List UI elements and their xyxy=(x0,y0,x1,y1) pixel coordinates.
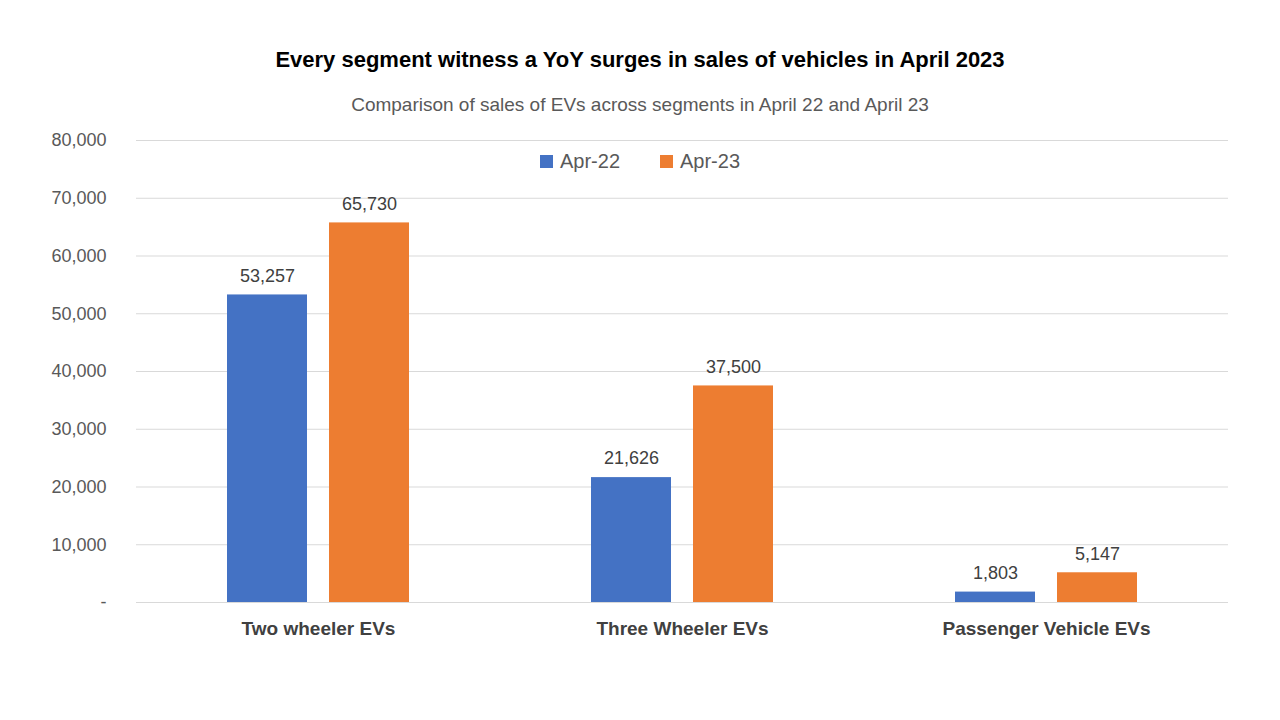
svg-text:70,000: 70,000 xyxy=(51,188,106,208)
svg-text:10,000: 10,000 xyxy=(51,535,106,555)
svg-text:65,730: 65,730 xyxy=(342,194,397,214)
svg-text:Two wheeler EVs: Two wheeler EVs xyxy=(242,618,396,639)
html-text:Comparison of sales of EVs acr: Comparison of sales of EVs across segmen… xyxy=(351,94,929,115)
svg-text:50,000: 50,000 xyxy=(51,304,106,324)
svg-text:1,803: 1,803 xyxy=(973,563,1018,583)
svg-text:20,000: 20,000 xyxy=(51,477,106,497)
svg-text:53,257: 53,257 xyxy=(240,266,295,286)
html-text:Apr-23: Apr-23 xyxy=(680,150,740,172)
svg-text:40,000: 40,000 xyxy=(51,361,106,381)
svg-text:80,000: 80,000 xyxy=(51,130,106,150)
svg-text:5,147: 5,147 xyxy=(1075,544,1120,564)
html-text:Every segment witness a YoY su: Every segment witness a YoY surges in sa… xyxy=(275,47,1005,72)
svg-text:Three Wheeler EVs: Three Wheeler EVs xyxy=(596,618,768,639)
svg-text:60,000: 60,000 xyxy=(51,246,106,266)
svg-text:37,500: 37,500 xyxy=(706,357,761,377)
svg-text:30,000: 30,000 xyxy=(51,419,106,439)
html-text:Apr-22: Apr-22 xyxy=(560,150,620,172)
svg-text:Passenger Vehicle EVs: Passenger Vehicle EVs xyxy=(942,618,1150,639)
svg-text:-: - xyxy=(101,592,107,612)
svg-text:21,626: 21,626 xyxy=(604,448,659,468)
